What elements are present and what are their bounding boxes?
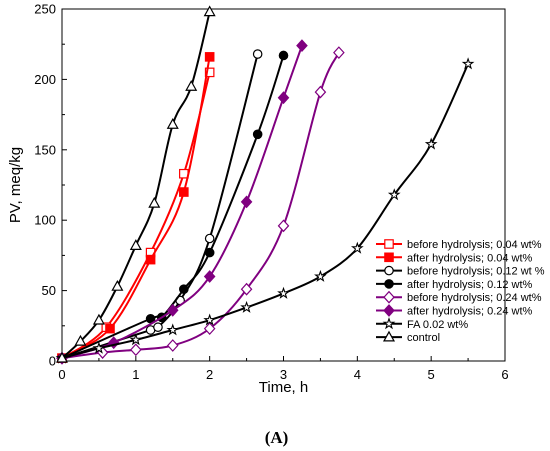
data-point bbox=[111, 279, 124, 291]
data-point bbox=[145, 254, 156, 265]
legend-marker bbox=[383, 290, 395, 304]
data-point bbox=[166, 118, 179, 129]
legend-marker bbox=[384, 252, 394, 263]
legend-marker bbox=[384, 239, 394, 249]
y-tick-label: 250 bbox=[34, 2, 56, 17]
data-point bbox=[166, 323, 180, 336]
legend-marker bbox=[384, 265, 394, 276]
data-point bbox=[203, 313, 217, 326]
data-point bbox=[296, 39, 308, 52]
data-point bbox=[130, 343, 142, 357]
data-point bbox=[74, 334, 87, 346]
legend-label: after hydrolysis; 0.04 wt% bbox=[407, 252, 533, 264]
legend-item: before hydrolysis; 0.04 wt% bbox=[376, 239, 542, 251]
legend-item: after hydrolysis; 0.24 wt% bbox=[376, 304, 533, 318]
x-tick-label: 2 bbox=[206, 367, 213, 382]
legend-marker bbox=[382, 330, 396, 342]
data-point bbox=[203, 5, 216, 17]
y-tick-label: 0 bbox=[49, 354, 56, 369]
legend-label: after hydrolysis; 0.12 wt% bbox=[407, 279, 533, 291]
data-point bbox=[129, 239, 142, 250]
data-point bbox=[204, 67, 215, 78]
x-tick-label: 3 bbox=[280, 367, 287, 382]
legend-item: before hydrolysis; 0.24 wt% bbox=[376, 290, 542, 304]
legend-label: before hydrolysis; 0.24 wt% bbox=[407, 292, 542, 304]
data-point bbox=[129, 333, 143, 346]
series-line bbox=[61, 72, 211, 360]
data-point bbox=[252, 49, 263, 59]
series-8 bbox=[55, 5, 216, 363]
y-tick-label: 150 bbox=[34, 142, 56, 157]
legend-marker bbox=[384, 279, 394, 289]
series-layer bbox=[55, 5, 475, 365]
data-point bbox=[179, 187, 189, 197]
legend-label: after hydrolysis; 0.24 wt% bbox=[407, 306, 533, 318]
data-point bbox=[277, 91, 290, 105]
data-point bbox=[179, 284, 189, 294]
data-point bbox=[185, 80, 198, 91]
axes-layer: 0 1 2 3 4 5 6 0 50 100 150 200 250 bbox=[34, 2, 508, 383]
data-point bbox=[252, 129, 263, 140]
data-point bbox=[166, 339, 179, 352]
data-point bbox=[204, 247, 215, 258]
legend-marker bbox=[382, 317, 396, 330]
data-point bbox=[153, 322, 163, 333]
legend-item: FA 0.02 wt% bbox=[376, 317, 468, 331]
data-point bbox=[240, 195, 253, 209]
data-point bbox=[333, 46, 345, 60]
data-point bbox=[314, 269, 327, 282]
y-tick-label: 100 bbox=[34, 213, 56, 228]
x-axis-title: Time, h bbox=[259, 379, 308, 396]
data-point bbox=[461, 57, 475, 70]
data-point bbox=[277, 286, 290, 299]
data-point bbox=[277, 219, 290, 233]
series-1 bbox=[57, 67, 215, 363]
x-tick-label: 4 bbox=[354, 367, 361, 382]
data-point bbox=[203, 270, 216, 283]
data-point bbox=[203, 322, 216, 336]
legend-item: after hydrolysis; 0.12 wt% bbox=[376, 279, 533, 291]
series-line bbox=[61, 56, 211, 360]
y-tick-label: 50 bbox=[42, 283, 56, 298]
data-point bbox=[424, 137, 438, 150]
legend-marker bbox=[383, 304, 395, 317]
data-point bbox=[314, 85, 327, 99]
data-point bbox=[105, 323, 115, 334]
data-point bbox=[55, 351, 69, 363]
legend-item: after hydrolysis; 0.04 wt% bbox=[376, 252, 533, 264]
y-axis-title: PV, meq/kg bbox=[7, 147, 24, 223]
y-tick-label: 200 bbox=[34, 72, 56, 87]
data-point bbox=[350, 241, 364, 254]
legend: before hydrolysis; 0.04 wt%after hydroly… bbox=[376, 239, 545, 344]
series-line bbox=[61, 11, 211, 359]
data-point bbox=[148, 196, 161, 208]
series-6 bbox=[56, 39, 308, 365]
series-2 bbox=[57, 52, 215, 363]
series-line bbox=[61, 52, 340, 360]
x-tick-label: 1 bbox=[132, 367, 139, 382]
series-line bbox=[61, 45, 303, 360]
data-point bbox=[166, 303, 179, 317]
legend-item: before hydrolysis; 0.12 wt % bbox=[376, 266, 545, 278]
data-point bbox=[204, 52, 215, 62]
series-7 bbox=[55, 57, 475, 364]
x-tick-label: 5 bbox=[428, 367, 435, 382]
data-point bbox=[145, 313, 156, 324]
data-point bbox=[204, 233, 215, 244]
data-point bbox=[278, 50, 289, 61]
x-tick-label: 6 bbox=[501, 367, 508, 382]
data-point bbox=[92, 341, 106, 354]
legend-label: FA 0.02 wt% bbox=[407, 319, 468, 331]
data-point bbox=[240, 300, 253, 313]
panel-label: (A) bbox=[265, 428, 289, 447]
legend-item: control bbox=[376, 330, 440, 344]
data-point bbox=[387, 188, 401, 201]
x-tick-label: 0 bbox=[58, 367, 65, 382]
legend-label: control bbox=[407, 332, 440, 344]
legend-label: before hydrolysis; 0.12 wt % bbox=[407, 266, 545, 278]
legend-label: before hydrolysis; 0.04 wt% bbox=[407, 239, 542, 251]
data-point bbox=[92, 313, 105, 325]
data-point bbox=[240, 282, 253, 296]
